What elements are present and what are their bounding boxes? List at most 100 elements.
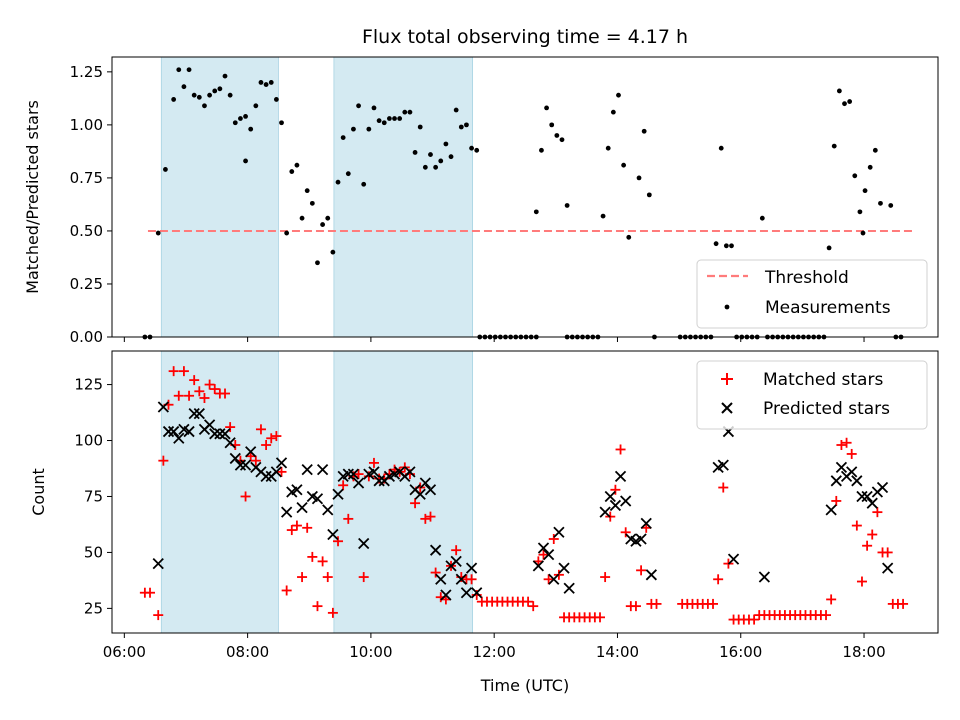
matched-star-marker [898,598,909,609]
matched-star-marker [286,525,297,536]
measurement-point [232,120,238,126]
predicted-star-marker [548,573,560,585]
predicted-star-marker [758,571,771,583]
x-tick-label: 16:00 [719,643,762,661]
measurement-point [759,215,765,221]
predicted-star-marker [635,533,647,545]
top-panel: 0.00 0.25 0.50 0.75 1.00 1.25 Flux total obse… [23,26,939,346]
x-tick-label: 14:00 [596,643,639,661]
measurement-point [636,175,642,181]
top-legend-frame [696,259,928,329]
bottom-y-axis-label: Count [29,468,48,516]
measurement-point [345,171,351,177]
predicted-star-marker [599,506,611,518]
predicted-star-marker [830,475,842,487]
predicted-star-marker [876,481,889,494]
measurement-point [448,154,454,160]
measurement-point [325,215,331,221]
matched-star-marker [821,610,832,621]
predicted-star-marker [193,408,205,420]
measurement-point [217,86,223,92]
predicted-star-marker [188,408,200,420]
legend-matched-label: Matched stars [763,370,883,390]
measurement-point [263,82,269,87]
matched-star-marker [153,610,164,621]
matched-star-marker [194,386,205,397]
predicted-star-marker [281,506,293,518]
measurement-point [544,105,549,111]
measurement-point [202,103,207,109]
measurement-point [621,162,627,168]
matched-star-marker [353,469,364,480]
predicted-star-marker [368,466,380,478]
legend-measurements-swatch [724,304,730,310]
matched-star-marker [281,585,292,596]
measurement-point [826,245,832,251]
predicted-star-marker [404,466,416,478]
measurement-point [238,116,243,121]
matched-star-marker [271,431,282,442]
measurement-point [616,92,621,98]
matched-star-marker [538,549,549,560]
predicted-star-marker [640,517,652,529]
measurement-point [554,133,560,138]
matched-star-marker [826,594,837,605]
measurement-point [860,230,866,236]
predicted-star-marker [435,573,447,585]
x-tick-label: 12:00 [473,643,516,661]
matched-star-marker [312,601,323,612]
measurement-point [212,88,218,94]
matched-star-marker [708,598,719,609]
matched-star-marker [630,601,641,612]
predicted-star-marker [183,425,195,438]
matched-star-marker [543,574,554,585]
predicted-star-marker [275,457,288,469]
predicted-star-marker [229,452,241,465]
predicted-star-marker [553,526,565,538]
predicted-star-marker [614,470,627,482]
measurement-point [862,188,868,194]
matched-star-marker [220,388,231,399]
matched-star-marker [250,455,261,466]
predicted-star-marker [157,401,170,413]
measurement-point [294,162,300,168]
matched-star-marker [851,520,862,531]
predicted-star-marker [717,459,729,471]
measurement-point [626,234,632,240]
matched-star-marker [317,556,328,567]
predicted-star-marker [332,488,344,500]
predicted-star-marker [173,432,185,444]
predicted-star-marker [727,553,740,565]
matched-star-marker [651,598,662,609]
top-x-ticks [123,337,865,342]
predicted-star-marker [620,495,632,507]
measurement-point [428,152,433,157]
x-tick-label: 18:00 [842,643,885,661]
matched-star-marker [420,513,431,524]
top-shaded-intervals [160,56,474,338]
predicted-star-marker [563,582,575,594]
matched-star-marker [718,482,729,493]
top-y-axis-label: Matched/Predicted stars [23,100,42,294]
measurement-point [831,143,837,149]
matched-star-marker [846,448,857,459]
predicted-star-marker [429,544,442,556]
predicted-star-marker [239,459,252,471]
y-tick-label: 25 [84,599,103,617]
matched-star-marker [276,466,287,477]
measurement-point [279,120,284,126]
matched-star-marker [856,576,867,587]
y-tick-label: 0.25 [70,275,103,293]
measurement-point [723,243,729,249]
predicted-star-marker [322,504,334,516]
predicted-star-marker [209,428,221,440]
measurement-point [371,105,377,111]
x-axis-label: Time (UTC) [480,676,569,695]
measurement-point [248,126,254,132]
matched-star-marker [594,612,605,623]
predicted-star-points [152,401,894,601]
matched-star-marker [204,379,215,390]
predicted-star-marker [260,470,272,482]
predicted-star-marker [152,557,164,570]
